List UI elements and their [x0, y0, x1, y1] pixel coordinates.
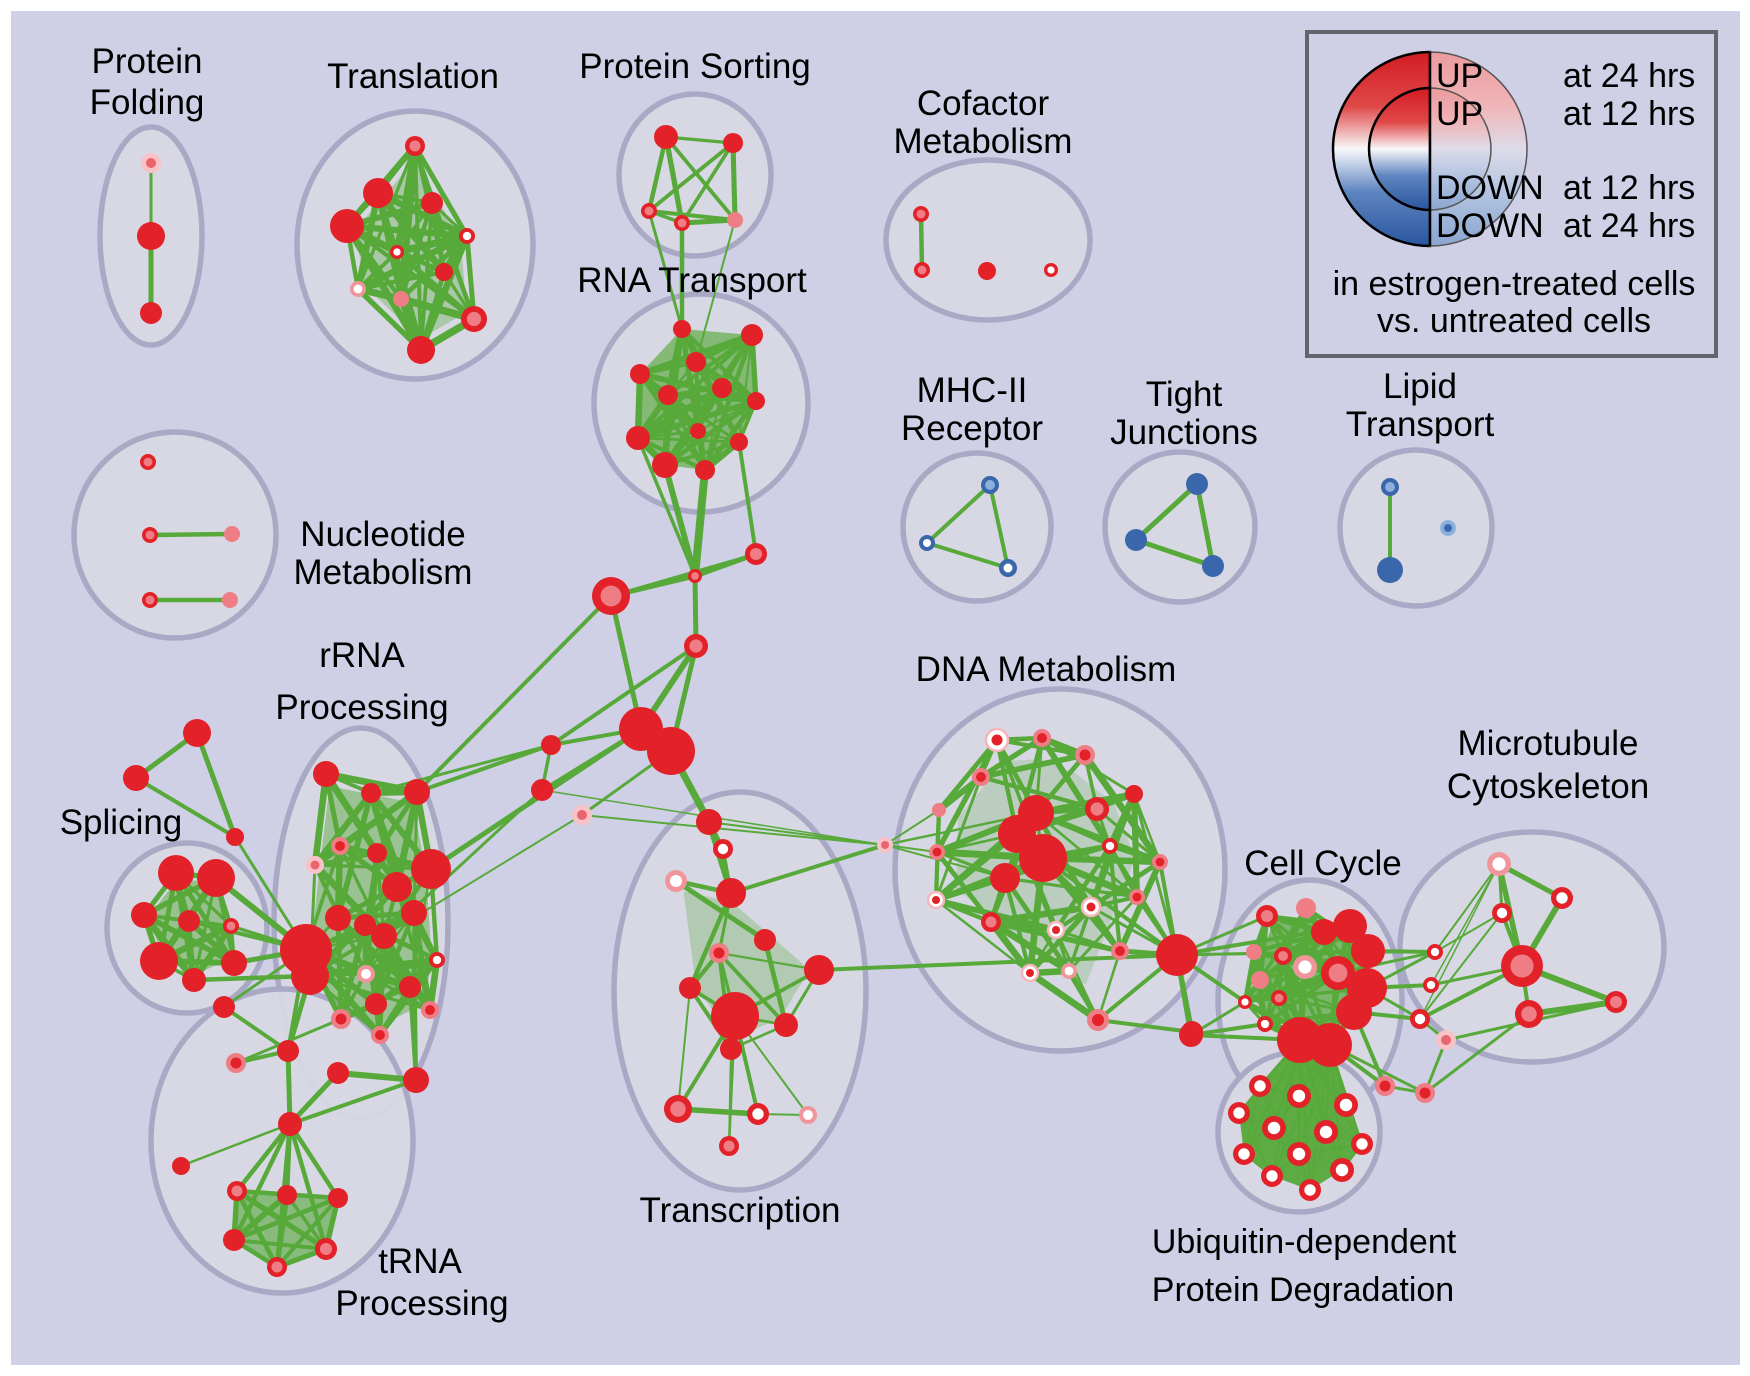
svg-text:Junctions: Junctions [1110, 413, 1258, 452]
svg-text:at 24 hrs: at 24 hrs [1563, 207, 1695, 245]
svg-text:DNA Metabolism: DNA Metabolism [916, 650, 1177, 689]
svg-text:at 24 hrs: at 24 hrs [1563, 57, 1695, 95]
svg-text:UP: UP [1436, 57, 1483, 95]
svg-text:Receptor: Receptor [901, 409, 1043, 448]
svg-text:Metabolism: Metabolism [894, 122, 1073, 161]
svg-text:UP: UP [1436, 95, 1483, 133]
svg-text:Metabolism: Metabolism [294, 553, 473, 592]
svg-text:RNA Transport: RNA Transport [577, 261, 807, 300]
svg-text:at 12 hrs: at 12 hrs [1563, 95, 1695, 133]
svg-text:Processing: Processing [335, 1284, 508, 1323]
svg-text:Protein: Protein [92, 42, 203, 81]
svg-text:Transport: Transport [1346, 405, 1495, 444]
svg-text:Ubiquitin-dependent: Ubiquitin-dependent [1152, 1223, 1457, 1261]
svg-text:rRNA: rRNA [319, 636, 405, 675]
svg-text:MHC-II: MHC-II [917, 371, 1028, 410]
svg-text:Transcription: Transcription [640, 1191, 841, 1230]
svg-text:Microtubule: Microtubule [1458, 724, 1639, 763]
svg-text:vs. untreated cells: vs. untreated cells [1377, 302, 1651, 340]
svg-text:Protein Degradation: Protein Degradation [1152, 1271, 1454, 1309]
svg-text:Processing: Processing [275, 688, 448, 727]
svg-text:Translation: Translation [327, 57, 499, 96]
svg-text:Cytoskeleton: Cytoskeleton [1447, 767, 1649, 806]
svg-text:tRNA: tRNA [378, 1242, 462, 1281]
svg-text:Tight: Tight [1146, 375, 1223, 414]
svg-text:Splicing: Splicing [60, 803, 183, 842]
svg-text:Protein Sorting: Protein Sorting [579, 47, 811, 86]
svg-text:in estrogen-treated cells: in estrogen-treated cells [1333, 265, 1696, 303]
svg-text:DOWN: DOWN [1436, 169, 1544, 207]
svg-text:Cofactor: Cofactor [917, 84, 1050, 123]
svg-text:DOWN: DOWN [1436, 207, 1544, 245]
svg-text:Nucleotide: Nucleotide [300, 515, 465, 554]
svg-text:Folding: Folding [90, 83, 205, 122]
svg-text:at 12 hrs: at 12 hrs [1563, 169, 1695, 207]
svg-text:Cell Cycle: Cell Cycle [1244, 844, 1402, 883]
svg-text:Lipid: Lipid [1383, 367, 1457, 406]
